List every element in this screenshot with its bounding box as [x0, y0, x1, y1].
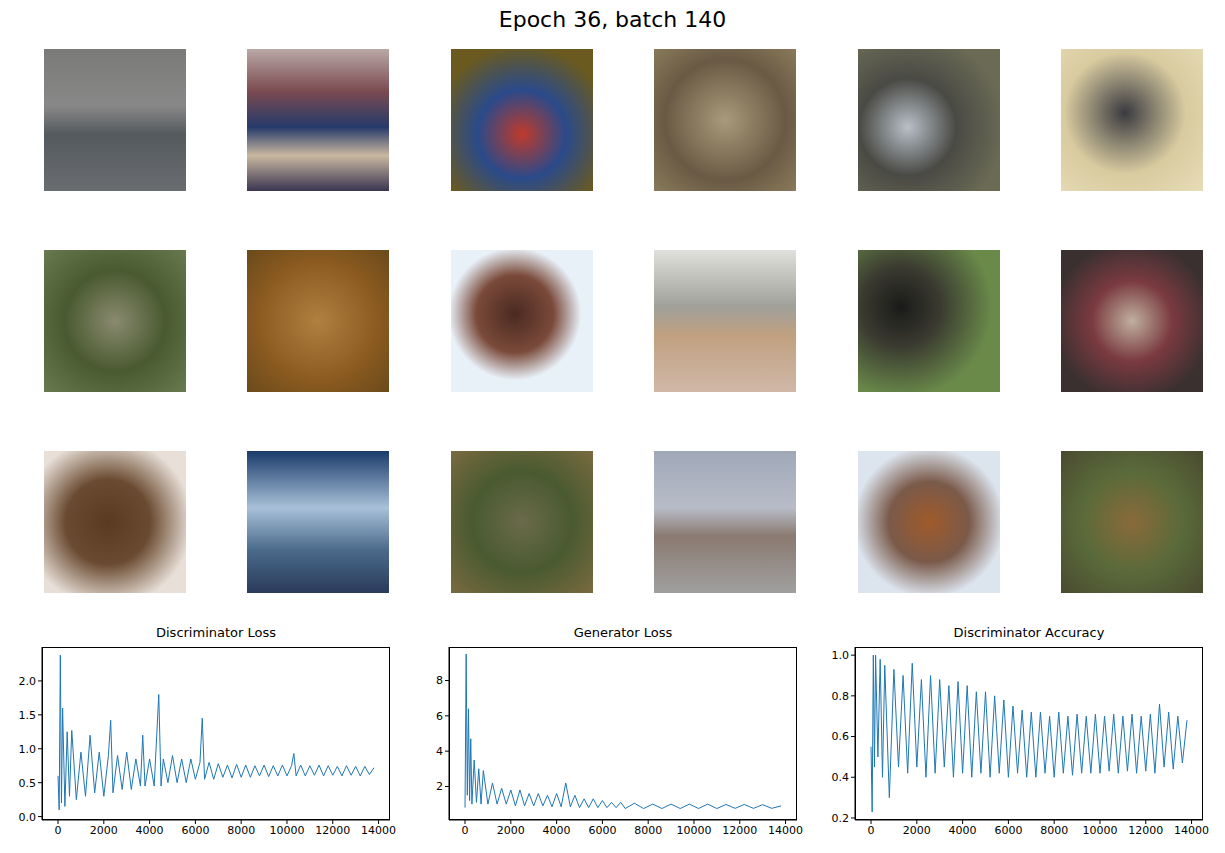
svg-text:0.2: 0.2	[832, 812, 850, 825]
svg-text:1.0: 1.0	[832, 649, 850, 662]
svg-text:6000: 6000	[588, 824, 616, 837]
svg-text:14000: 14000	[768, 824, 803, 837]
svg-text:12000: 12000	[722, 824, 757, 837]
html-text:Epoch 36, batch 140: Epoch 36, batch 140	[498, 7, 727, 32]
svg-text:2.0: 2.0	[19, 675, 37, 688]
svg-text:6000: 6000	[181, 824, 209, 837]
svg-text:2000: 2000	[903, 824, 931, 837]
svg-text:4: 4	[436, 745, 443, 758]
svg-text:12000: 12000	[315, 824, 350, 837]
svg-text:0.6: 0.6	[832, 730, 850, 743]
svg-text:8: 8	[436, 674, 443, 687]
svg-text:4000: 4000	[136, 824, 164, 837]
html-text:Discriminator Loss: Discriminator Loss	[156, 625, 276, 640]
svg-text:4000: 4000	[949, 824, 977, 837]
svg-text:0: 0	[868, 824, 875, 837]
svg-text:2: 2	[436, 780, 443, 793]
svg-text:2000: 2000	[90, 824, 118, 837]
svg-text:0.5: 0.5	[19, 777, 37, 790]
html-text:Discriminator Accuracy: Discriminator Accuracy	[953, 625, 1105, 640]
svg-text:12000: 12000	[1128, 824, 1163, 837]
svg-text:10000: 10000	[269, 824, 304, 837]
svg-text:0: 0	[55, 824, 62, 837]
svg-text:0: 0	[462, 824, 469, 837]
svg-text:8000: 8000	[227, 824, 255, 837]
svg-text:8000: 8000	[634, 824, 662, 837]
svg-text:0.8: 0.8	[832, 690, 850, 703]
svg-text:10000: 10000	[1082, 824, 1117, 837]
svg-text:1.0: 1.0	[19, 743, 37, 756]
svg-text:4000: 4000	[543, 824, 571, 837]
svg-text:2000: 2000	[497, 824, 525, 837]
svg-text:8000: 8000	[1040, 824, 1068, 837]
svg-text:0.0: 0.0	[19, 811, 37, 824]
svg-text:6000: 6000	[994, 824, 1022, 837]
svg-text:1.5: 1.5	[19, 709, 37, 722]
svg-text:14000: 14000	[1174, 824, 1209, 837]
svg-text:10000: 10000	[676, 824, 711, 837]
svg-text:6: 6	[436, 710, 443, 723]
svg-text:14000: 14000	[361, 824, 396, 837]
svg-text:0.4: 0.4	[832, 771, 850, 784]
html-text:Generator Loss: Generator Loss	[573, 625, 673, 640]
